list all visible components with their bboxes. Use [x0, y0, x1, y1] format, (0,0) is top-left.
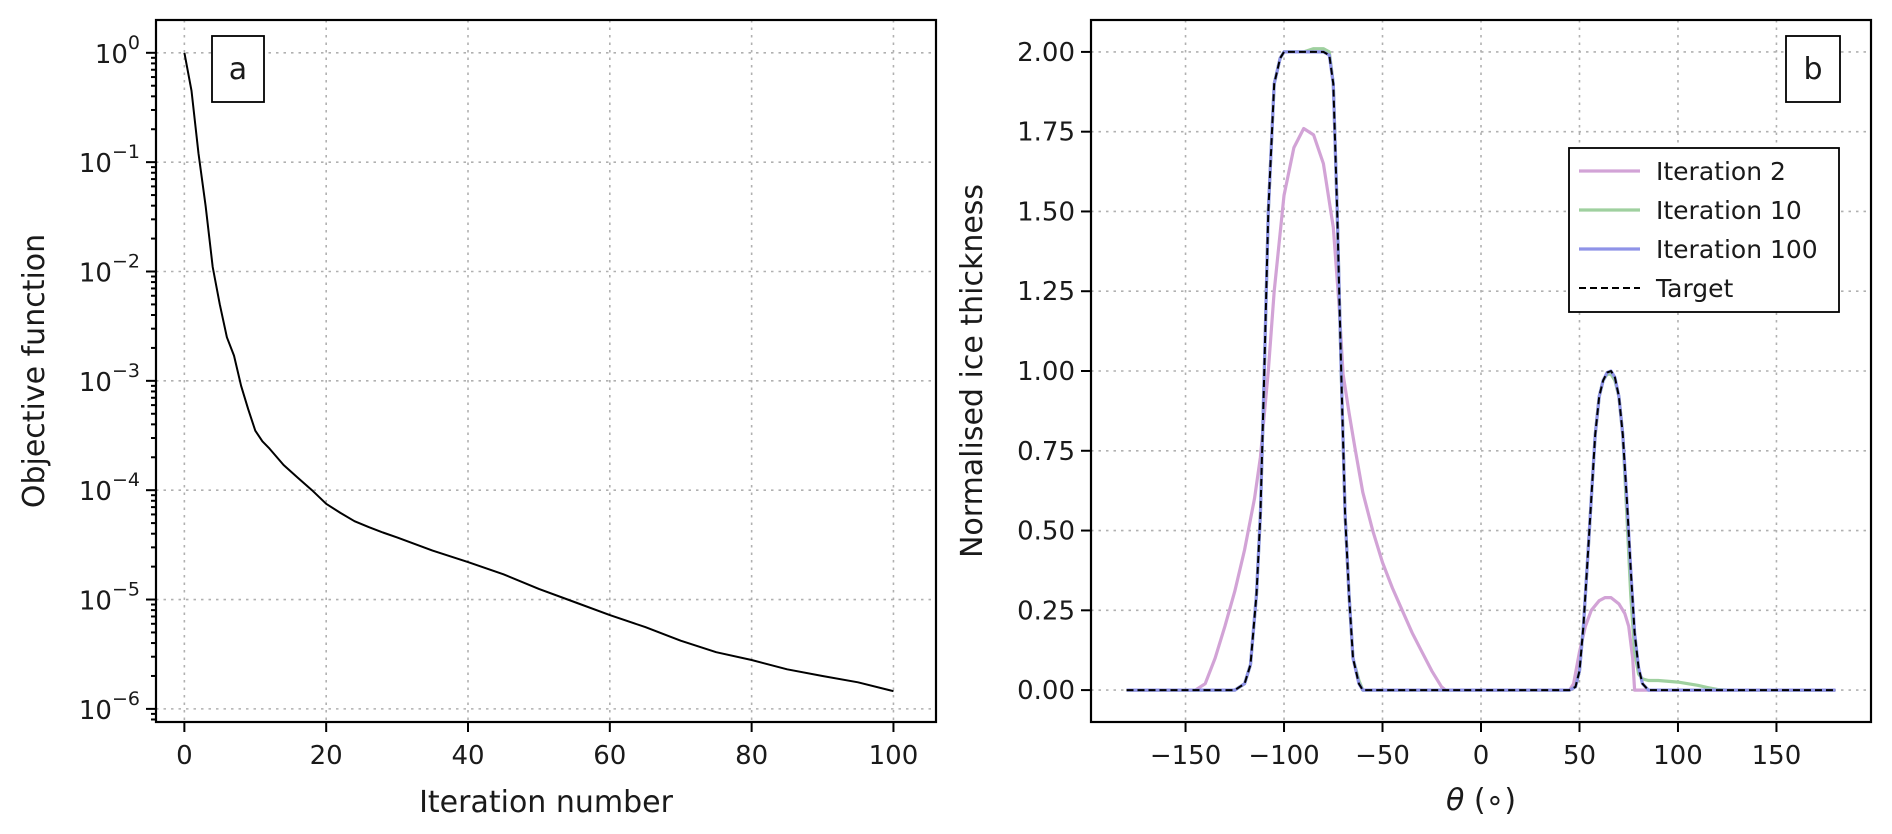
legend-label-target: Target [1655, 274, 1734, 303]
legend-label-iteration-100: Iteration 100 [1656, 235, 1818, 264]
panel-a-label: a [229, 52, 247, 87]
panel-b-x-axis-label: θ (∘) [1446, 783, 1516, 818]
panel-b-grid [1091, 20, 1871, 722]
series-line-target [1126, 50, 1836, 692]
panel-a-y-tick-label: 10−3 [79, 360, 140, 398]
panel-b-y-tick-label: 1.50 [1017, 197, 1075, 227]
legend-frame [1568, 147, 1840, 313]
panel-a-y-tick-labels: 100 10−1 10−2 10−3 10−4 10−5 10−6 [79, 32, 140, 726]
panel-a-series [183, 52, 894, 693]
panel-b-y-tick-label: 1.00 [1017, 357, 1075, 387]
panel-a-label-box [211, 35, 265, 103]
panel-a-y-tick-label: 10−4 [79, 469, 140, 507]
panel-a-grid [156, 20, 936, 722]
panel-b-y-tick-label: 0.25 [1017, 596, 1075, 626]
panel-a-y-tick-label: 10−6 [79, 688, 140, 726]
panel-b-label-box [1785, 35, 1841, 103]
panel-b-x-axis-unit: (∘) [1464, 783, 1516, 818]
panel-b-x-tick-label: −100 [1248, 741, 1319, 771]
panel-b-y-axis-label: Normalised ice thickness [955, 184, 990, 558]
panel-a-x-tick-label: 40 [451, 741, 484, 771]
panel-a-frame [154, 18, 938, 724]
panel-a-y-tick-label: 10−2 [79, 250, 140, 288]
panel-b-y-tick-labels: 0.00 0.25 0.50 0.75 1.00 1.25 1.50 1.75 2.00 [1017, 38, 1075, 706]
panel-b-y-tick-label: 0.75 [1017, 437, 1075, 467]
panel-a-objective-function: 0 20 40 60 80 100 100 10−1 10−2 10−3 10−4 10−5 10−6… [17, 18, 938, 820]
panel-b-label: b [1803, 52, 1822, 87]
panel-b-y-tick-label: 0.00 [1017, 676, 1075, 706]
panel-a-x-tick-label: 100 [869, 741, 919, 771]
panel-a-y-tick-label: 10−1 [79, 141, 140, 179]
panel-b-x-tick-label: −50 [1355, 741, 1410, 771]
panel-a-objective-line [183, 52, 894, 693]
panel-b-ice-thickness: −150 −100 −50 0 50 100 150 0.00 0.25 0.50 0.75 1.0… [955, 18, 1873, 818]
panel-b-y-tick-label: 1.25 [1017, 277, 1075, 307]
panel-b-x-tick-labels: −150 −100 −50 0 50 100 150 [1150, 741, 1801, 771]
legend-label-iteration-10: Iteration 10 [1656, 196, 1802, 225]
legend-label-iteration-2: Iteration 2 [1656, 157, 1786, 186]
panel-b-y-tick-label: 0.50 [1017, 517, 1075, 547]
panel-a-x-tick-label: 0 [176, 741, 193, 771]
panel-b-x-tick-label: 50 [1563, 741, 1596, 771]
panel-a-y-tick-label: 10−5 [79, 579, 140, 617]
panel-a-y-axis-label: Objective function [17, 234, 52, 508]
panel-a-x-tick-labels: 0 20 40 60 80 100 [176, 741, 918, 771]
panel-a-ticks [146, 51, 895, 732]
panel-b-x-tick-label: 100 [1653, 741, 1703, 771]
panel-b-x-axis-symbol: θ [1446, 783, 1464, 818]
panel-b-x-tick-label: 150 [1752, 741, 1802, 771]
panel-a-x-tick-label: 20 [310, 741, 343, 771]
panel-a-x-tick-label: 80 [735, 741, 768, 771]
panel-a-x-axis-label: Iteration number [419, 785, 674, 820]
panel-b-y-tick-label: 2.00 [1017, 38, 1075, 68]
panel-b-x-tick-label: 0 [1473, 741, 1490, 771]
panel-b-y-tick-label: 1.75 [1017, 118, 1075, 148]
panel-b-series [1126, 47, 1836, 692]
panel-a-y-tick-label: 100 [95, 32, 140, 70]
panel-b-x-tick-label: −150 [1150, 741, 1221, 771]
panel-b-legend: Iteration 2 Iteration 10 Iteration 100 Targ… [1568, 147, 1840, 313]
panel-b-ticks [1081, 50, 1778, 732]
series-line-iteration-2 [1126, 126, 1836, 692]
panel-a-x-tick-label: 60 [593, 741, 626, 771]
